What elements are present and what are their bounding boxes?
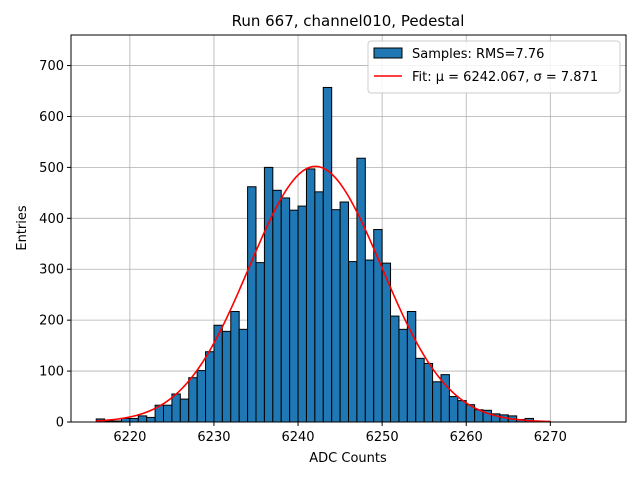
- chart-title: Run 667, channel010, Pedestal: [232, 12, 465, 30]
- histogram-bar: [188, 377, 198, 423]
- histogram-bar: [146, 416, 156, 423]
- gaussian-fit-curve: [96, 165, 551, 423]
- plot-frame: [70, 34, 627, 423]
- histogram-bar: [196, 370, 207, 423]
- histogram-bar: [263, 166, 274, 423]
- histogram-bar: [238, 328, 249, 423]
- y-tick-label: 200: [39, 314, 64, 329]
- legend-label-samples: Samples: RMS=7.76: [412, 47, 544, 62]
- histogram-bar: [331, 209, 341, 423]
- histogram-bar: [289, 209, 299, 423]
- y-axis-ticks: 0 100 200 300 400 500 600 700: [39, 59, 71, 431]
- histogram-bar: [314, 191, 324, 423]
- histogram-bar: [297, 205, 307, 423]
- x-tick-label: 6240: [281, 430, 314, 445]
- histogram-bar: [457, 400, 467, 423]
- legend-box: [367, 40, 621, 94]
- histogram-bar: [179, 398, 190, 423]
- histogram-bar: [432, 381, 442, 423]
- x-tick-label: 6250: [366, 430, 399, 445]
- histogram-bar: [221, 330, 232, 423]
- x-tick-label: 6260: [450, 430, 483, 445]
- histogram-bar: [364, 259, 375, 423]
- histogram-bar: [247, 186, 257, 423]
- histogram-bar: [205, 351, 215, 423]
- histogram-bar: [339, 201, 350, 423]
- y-tick-label: 600: [39, 110, 64, 125]
- x-axis-label: ADC Counts: [309, 451, 387, 466]
- histogram-bar: [448, 396, 459, 423]
- histogram-bar: [348, 261, 358, 423]
- y-axis-label: Entries: [15, 205, 30, 251]
- legend-label-fit: Fit: μ = 6242.067, σ = 7.871: [412, 70, 598, 85]
- histogram-bar: [230, 311, 240, 423]
- y-tick-label: 500: [39, 161, 64, 176]
- histogram-bar: [255, 262, 265, 423]
- x-tick-label: 6230: [197, 430, 230, 445]
- histogram-bar: [129, 417, 139, 423]
- histogram-bars: [95, 86, 551, 423]
- y-tick-label: 700: [39, 59, 64, 74]
- histogram-bar: [272, 189, 282, 423]
- x-axis-ticks: 6220 6230 6240 6250 6260 6270: [113, 422, 567, 445]
- histogram-bar: [356, 157, 366, 423]
- histogram-bar: [423, 362, 434, 423]
- histogram-bar: [163, 404, 173, 423]
- histogram-bar: [390, 315, 400, 423]
- histogram-bar: [415, 357, 425, 423]
- histogram-bar: [322, 86, 333, 423]
- y-tick-label: 400: [39, 212, 64, 227]
- x-tick-label: 6270: [534, 430, 567, 445]
- y-tick-label: 300: [39, 263, 64, 278]
- y-tick-label: 0: [56, 416, 64, 431]
- y-tick-label: 100: [39, 365, 64, 380]
- histogram-bar: [137, 415, 148, 423]
- histogram-bar: [398, 328, 408, 423]
- histogram-bar: [280, 197, 291, 423]
- legend-swatch-samples: [373, 47, 403, 59]
- x-tick-label: 6220: [113, 430, 146, 445]
- histogram-bar: [381, 262, 392, 423]
- histogram-bar: [171, 393, 181, 423]
- histogram-bar: [305, 168, 316, 423]
- legend: Samples: RMS=7.76 Fit: μ = 6242.067, σ =…: [367, 40, 621, 94]
